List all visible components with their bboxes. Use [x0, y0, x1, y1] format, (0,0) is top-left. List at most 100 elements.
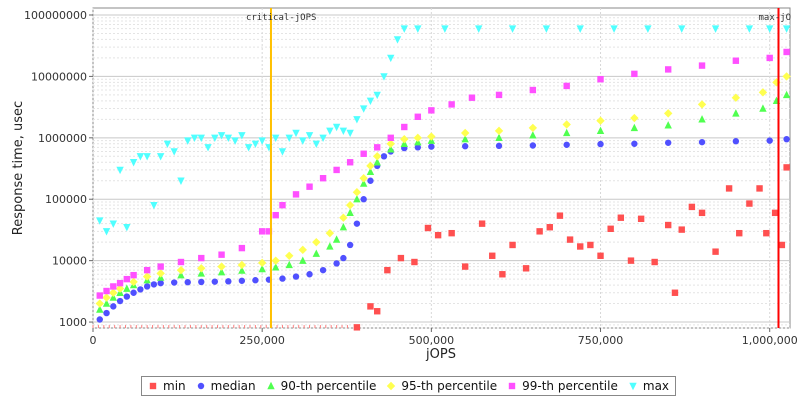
data-point [562, 120, 571, 129]
data-point [400, 25, 408, 33]
data-point [712, 248, 719, 255]
data-point [380, 153, 388, 160]
data-point [384, 266, 391, 274]
data-point [617, 214, 625, 221]
y-tick-label: 1000 [59, 316, 87, 329]
data-point [367, 303, 374, 310]
data-point [359, 179, 368, 187]
data-point [244, 144, 253, 152]
data-point [597, 252, 604, 259]
data-point [644, 25, 652, 33]
data-point [448, 101, 455, 108]
data-point [746, 200, 753, 207]
data-point [102, 293, 111, 302]
data-point [346, 208, 354, 217]
data-point [325, 228, 335, 238]
data-point [664, 66, 672, 73]
series-median [96, 135, 790, 323]
data-point [123, 275, 131, 283]
data-point [346, 241, 354, 249]
data-point [610, 25, 618, 33]
data-point [110, 303, 117, 310]
y-tick-label: 10000 [52, 255, 87, 268]
data-point [353, 195, 361, 203]
data-point [123, 284, 131, 292]
data-point [631, 140, 638, 147]
data-point [116, 279, 124, 287]
reference-markers: critical-jOPS max-jO [246, 8, 791, 328]
legend-item: min [148, 379, 186, 393]
data-point [725, 185, 733, 192]
series-90-th-percentile [96, 90, 791, 313]
legend-item: max [628, 379, 669, 393]
data-point [597, 76, 604, 83]
data-point [367, 177, 374, 184]
legend-swatch-icon [149, 382, 157, 390]
data-point [627, 257, 635, 264]
data-point [782, 90, 791, 99]
data-point [783, 135, 790, 143]
data-point [115, 284, 125, 293]
data-point [143, 153, 151, 161]
data-point [224, 134, 233, 143]
data-point [782, 25, 791, 33]
data-point [292, 191, 300, 198]
data-point [387, 134, 394, 142]
data-point [400, 134, 409, 144]
data-point [333, 166, 340, 174]
data-point [211, 134, 219, 143]
data-point [374, 144, 381, 151]
data-point [366, 167, 375, 175]
data-point [373, 91, 381, 100]
data-point [413, 133, 423, 143]
data-point [731, 93, 741, 102]
data-point [353, 324, 361, 331]
data-point [563, 82, 570, 90]
data-point [332, 235, 341, 243]
data-point [671, 289, 679, 296]
data-point [319, 174, 327, 182]
data-point [177, 270, 185, 279]
data-point [663, 109, 673, 118]
legend-item: 90-th percentile [266, 379, 376, 393]
data-point [697, 100, 707, 109]
data-point [109, 293, 118, 301]
data-point [428, 143, 435, 150]
data-point [326, 127, 334, 136]
legend-label: max [642, 379, 670, 393]
legend-swatch-icon [387, 381, 396, 391]
data-point [631, 70, 638, 78]
data-point [339, 213, 348, 222]
data-point [756, 185, 763, 192]
data-point [529, 142, 537, 149]
data-point [359, 173, 368, 183]
data-point [116, 297, 124, 305]
legend-swatch-icon [266, 381, 275, 390]
data-point [461, 134, 469, 143]
data-point [736, 229, 743, 237]
y-axis-title: Response time, usec [11, 101, 26, 235]
legend-label: min [163, 379, 186, 393]
data-point [499, 271, 506, 278]
data-point [745, 25, 754, 33]
data-point [238, 277, 246, 284]
data-point [299, 137, 307, 145]
legend-swatch-icon [508, 382, 516, 390]
data-point [184, 137, 192, 145]
data-point [143, 266, 151, 274]
legend-marker [197, 382, 204, 390]
y-tick-label: 100000 [45, 193, 87, 206]
data-point [772, 78, 781, 87]
data-point [130, 289, 137, 296]
data-point [373, 152, 382, 161]
data-point [546, 224, 553, 231]
data-point [427, 132, 436, 141]
x-tick-label: 500,000 [409, 334, 455, 347]
data-point [759, 104, 767, 112]
data-point [387, 145, 395, 153]
data-point [563, 141, 570, 148]
marker-label-max-jOPS: max-jO [758, 13, 791, 23]
data-point [279, 275, 286, 282]
data-point [468, 94, 476, 101]
legend-marker [508, 382, 516, 390]
